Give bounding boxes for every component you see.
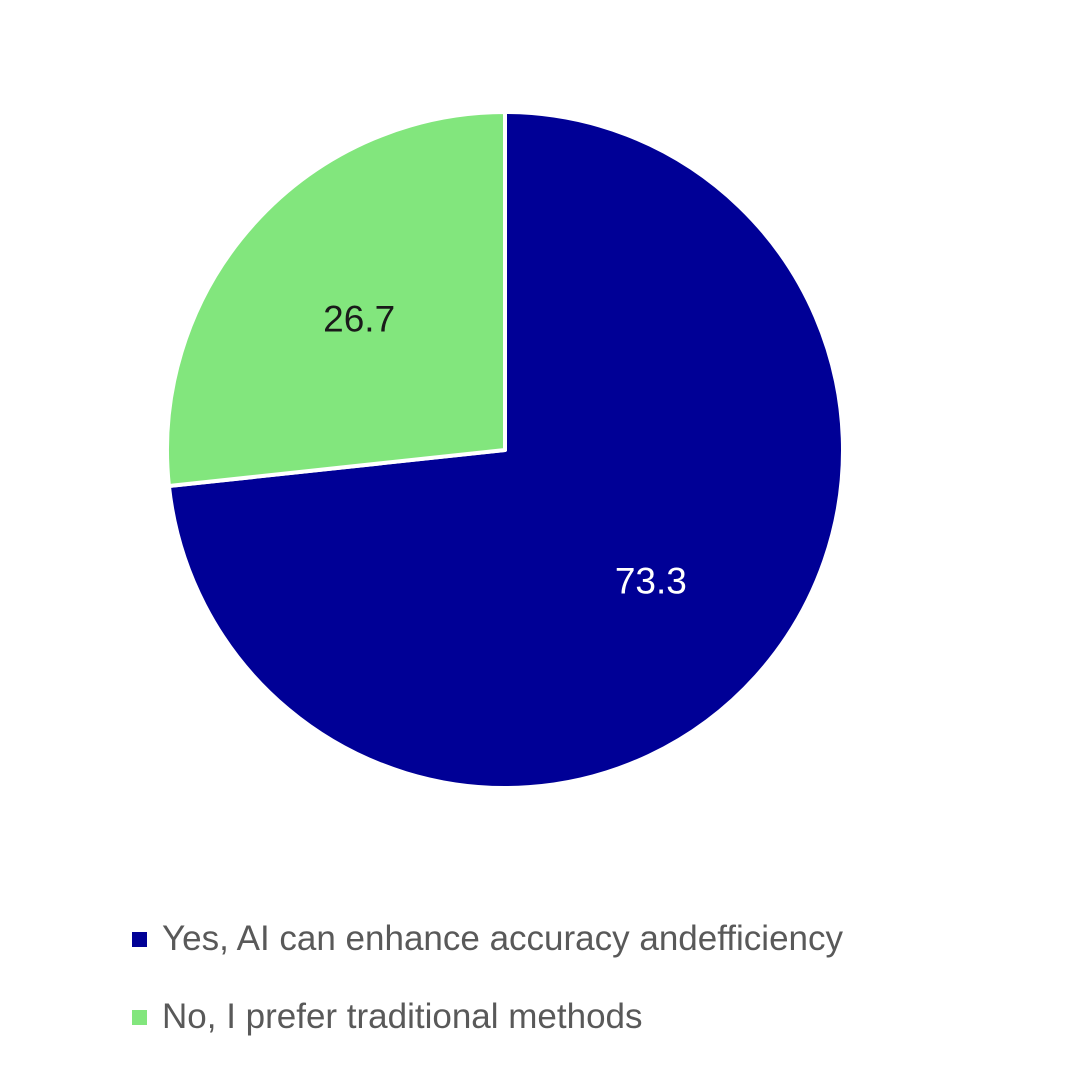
legend-item-yes: Yes, AI can enhance accuracy andefficien… — [132, 912, 843, 966]
data-label-yes: 73.3 — [615, 561, 687, 602]
legend-label-yes: Yes, AI can enhance accuracy andefficien… — [162, 919, 844, 958]
legend-label-no: No, I prefer traditional methods — [162, 997, 643, 1036]
data-label-no: 26.7 — [323, 298, 395, 339]
pie-slice-no — [165, 110, 507, 489]
legend-swatch-yes — [132, 931, 147, 947]
legend-item-no: No, I prefer traditional methods — [132, 990, 843, 1044]
legend-swatch-no — [132, 1009, 147, 1025]
legend: Yes, AI can enhance accuracy andefficien… — [132, 912, 843, 1068]
